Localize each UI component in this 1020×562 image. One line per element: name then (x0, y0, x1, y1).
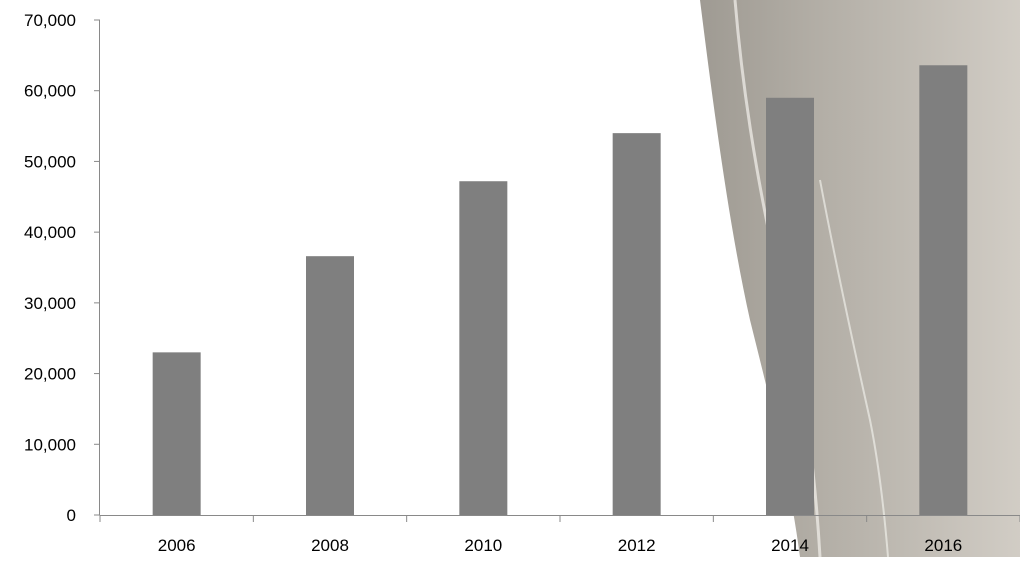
y-tick-label-30000: 30,000 (24, 294, 76, 313)
bar-series (152, 65, 968, 516)
y-tick-label-70000: 70,000 (24, 11, 76, 30)
bar-2010 (459, 181, 508, 515)
x-tick-label-2006: 2006 (158, 536, 196, 555)
y-axis-tick-labels: 0 10,000 20,000 30,000 40,000 50,000 60,000 70,… (24, 11, 76, 525)
bar-2016 (919, 65, 968, 515)
y-tick-label-0: 0 (67, 506, 76, 525)
bar-2012 (612, 133, 661, 515)
y-tick-label-20000: 20,000 (24, 365, 76, 384)
background-shadow-overlay (700, 0, 1020, 557)
y-tick-label-50000: 50,000 (24, 152, 76, 171)
bar-2006 (152, 352, 201, 515)
background-streak-2 (819, 179, 889, 558)
x-tick-label-2012: 2012 (618, 536, 656, 555)
y-tick-label-40000: 40,000 (24, 223, 76, 242)
x-axis: 2006 2008 2010 2012 2014 2016 (94, 19, 1020, 555)
y-tick-label-60000: 60,000 (24, 82, 76, 101)
x-tick-label-2010: 2010 (464, 536, 502, 555)
x-tick-label-2016: 2016 (924, 536, 962, 555)
y-tick-label-10000: 10,000 (24, 435, 76, 454)
x-tick-label-2014: 2014 (771, 536, 809, 555)
bar-2008 (306, 256, 354, 515)
x-tick-label-2008: 2008 (311, 536, 349, 555)
bar-2014 (766, 97, 814, 516)
